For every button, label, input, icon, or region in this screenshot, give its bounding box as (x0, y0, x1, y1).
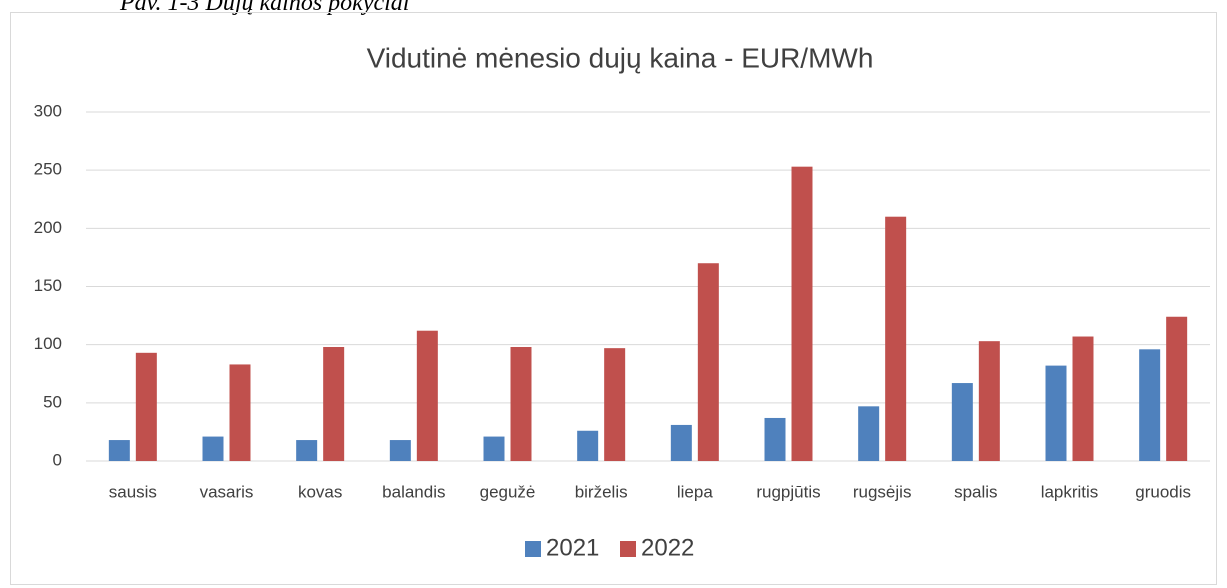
bar (1139, 349, 1161, 461)
bar (697, 263, 719, 461)
y-tick-label: 200 (34, 218, 62, 237)
y-tick-label: 100 (34, 334, 62, 353)
bar (416, 330, 438, 461)
bar (510, 346, 532, 461)
bar (108, 440, 130, 461)
bar (577, 430, 599, 461)
bar (1166, 316, 1188, 461)
bar (1072, 336, 1094, 461)
x-tick-label: rugsėjis (853, 482, 912, 501)
bar (858, 406, 880, 461)
x-tick-label: spalis (954, 482, 997, 501)
y-tick-label: 50 (43, 392, 62, 411)
bar (483, 436, 505, 461)
y-tick-label: 300 (34, 101, 62, 120)
x-tick-label: kovas (298, 482, 342, 501)
bar (135, 352, 157, 461)
bar (296, 440, 318, 461)
y-tick-label: 150 (34, 276, 62, 295)
x-tick-label: sausis (109, 482, 157, 501)
chart-title: Vidutinė mėnesio dujų kaina - EUR/MWh (367, 42, 874, 73)
bar (764, 417, 786, 461)
bar (229, 364, 251, 461)
bar (389, 440, 411, 461)
bar (670, 424, 692, 461)
legend-label: 2022 (641, 534, 694, 561)
x-tick-label: liepa (677, 482, 713, 501)
legend-swatch (620, 541, 636, 557)
x-tick-label: gegužė (480, 482, 536, 501)
bar (1045, 365, 1067, 461)
bar (604, 348, 626, 461)
y-tick-label: 0 (53, 450, 62, 469)
bar (885, 216, 907, 461)
bar (202, 436, 224, 461)
x-tick-label: vasaris (200, 482, 254, 501)
x-tick-label: birželis (575, 482, 628, 501)
bar (791, 166, 813, 461)
bar (951, 383, 973, 461)
legend-label: 2021 (546, 534, 599, 561)
chart-frame (10, 12, 1217, 585)
x-tick-label: balandis (382, 482, 445, 501)
legend-swatch (525, 541, 541, 557)
x-tick-label: lapkritis (1041, 482, 1099, 501)
caption: Pav. 1-3 Dujų kainos pokyčiai (119, 0, 409, 16)
x-tick-label: rugpjūtis (756, 482, 820, 501)
bar (978, 341, 1000, 461)
bar (323, 346, 345, 461)
y-tick-label: 250 (34, 160, 62, 179)
x-tick-label: gruodis (1135, 482, 1191, 501)
